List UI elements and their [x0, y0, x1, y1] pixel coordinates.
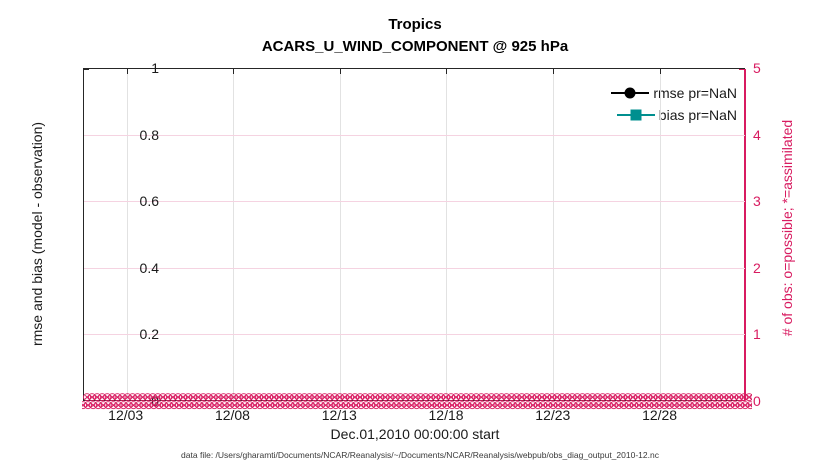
y-right-tick — [739, 400, 745, 401]
legend-item-bias: bias pr=NaN — [611, 104, 737, 126]
x-gridline — [446, 69, 448, 400]
y-axis-left-label: rmse and bias (model - observation) — [29, 121, 45, 347]
rmse-circle-marker-icon — [624, 87, 636, 99]
y-gridline — [84, 267, 745, 269]
legend: rmse pr=NaN bias pr=NaN — [611, 82, 737, 126]
x-top-tick — [339, 69, 341, 74]
x-gridline — [553, 69, 555, 400]
rmse-line-sample — [611, 87, 650, 99]
x-tick-label: 12/18 — [428, 407, 464, 423]
y-right-tick-label: 0 — [753, 393, 761, 409]
x-gridline — [339, 69, 341, 400]
y-axis-right-label: # of obs: o=possible; *=assimilated — [779, 119, 795, 337]
y-left-tick-label: 0 — [151, 393, 159, 409]
x-tick-label: 12/08 — [214, 407, 250, 423]
y-left-tick-label: 0.6 — [139, 193, 159, 210]
obs-count-markers-row: ⊗⊗⊗⊗⊗⊗⊗⊗⊗⊗⊗⊗⊗⊗⊗⊗⊗⊗⊗⊗⊗⊗⊗⊗⊗⊗⊗⊗⊗⊗⊗⊗⊗⊗⊗⊗⊗⊗⊗⊗… — [82, 393, 752, 404]
y-right-tick-label: 5 — [753, 60, 761, 76]
y-right-tick — [739, 69, 745, 70]
title-block: Tropics ACARS_U_WIND_COMPONENT @ 925 hPa — [0, 14, 830, 58]
x-gridline — [659, 69, 661, 400]
legend-item-rmse: rmse pr=NaN — [611, 82, 737, 104]
y-gridline — [84, 333, 745, 335]
plot-area: rmse pr=NaN bias pr=NaN ⊗⊗⊗⊗⊗⊗⊗⊗⊗⊗⊗⊗⊗⊗⊗⊗… — [82, 68, 752, 410]
x-tick-label: 12/13 — [321, 407, 357, 423]
x-axis-label: Dec.01,2010 00:00:00 start — [330, 426, 500, 442]
y-left-tick — [84, 400, 89, 401]
y-left-tick-label: 0.2 — [139, 326, 159, 343]
x-top-tick — [446, 69, 448, 74]
chart-title: Tropics — [388, 16, 442, 33]
y-right-tick-label: 2 — [753, 259, 761, 276]
y-left-tick-label: 0.8 — [139, 126, 159, 143]
x-gridline — [126, 69, 128, 400]
chart-subtitle: ACARS_U_WIND_COMPONENT @ 925 hPa — [261, 38, 569, 55]
x-gridline — [233, 69, 235, 400]
datafile-footer: data file: /Users/gharamti/Documents/NCA… — [181, 450, 659, 460]
x-top-tick — [553, 69, 555, 74]
y-gridline — [84, 201, 745, 203]
y-left-tick-label: 1 — [151, 60, 159, 76]
right-axis-line — [744, 69, 746, 400]
x-top-tick — [659, 69, 661, 74]
x-tick-label: 12/23 — [535, 407, 571, 423]
y-left-tick-label: 0.4 — [139, 259, 159, 276]
x-tick-label: 12/28 — [642, 407, 678, 423]
x-top-tick — [233, 69, 235, 74]
x-top-tick — [126, 69, 128, 74]
legend-label-rmse: rmse pr=NaN — [653, 85, 737, 101]
x-tick-label: 12/03 — [108, 407, 144, 423]
y-right-tick-label: 3 — [753, 193, 761, 210]
y-gridline — [84, 135, 745, 137]
bias-square-marker-icon — [630, 109, 642, 121]
y-right-tick-label: 4 — [753, 126, 761, 143]
y-left-tick — [84, 69, 89, 70]
legend-label-bias: bias pr=NaN — [658, 107, 737, 123]
bias-line-sample — [616, 109, 655, 121]
y-right-tick-label: 1 — [753, 326, 761, 343]
